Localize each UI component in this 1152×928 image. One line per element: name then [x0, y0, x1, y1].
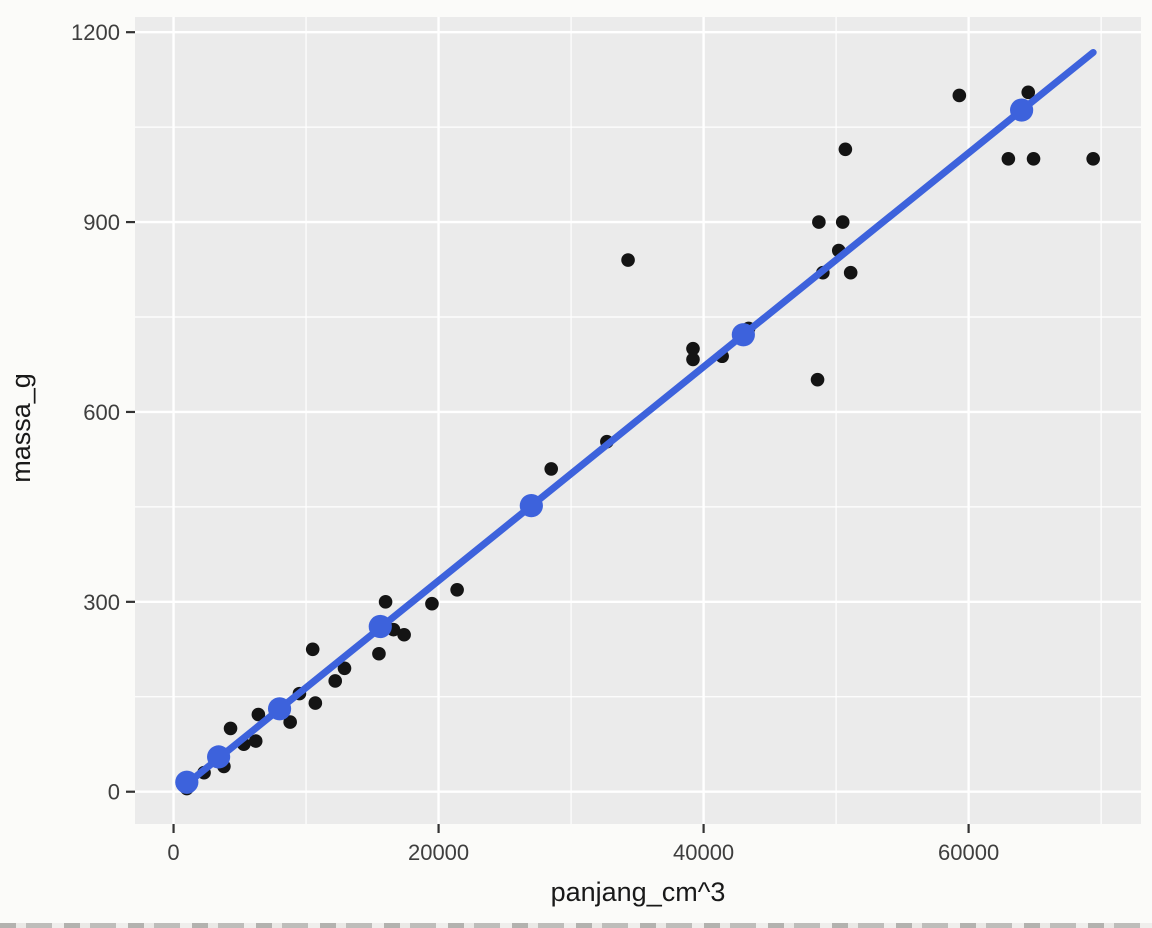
observations-point: [544, 462, 559, 476]
x-tick-label: 60000: [938, 840, 999, 865]
model-fit-point: [731, 323, 755, 347]
x-axis-title: panjang_cm^3: [551, 877, 726, 907]
y-tick-label: 900: [83, 210, 120, 235]
observations-point: [952, 88, 967, 103]
model-fit-point: [175, 770, 199, 794]
observations-point: [223, 721, 238, 736]
observations-point: [812, 215, 826, 229]
observations-point: [843, 265, 858, 280]
observations-point: [305, 642, 320, 657]
observations-point: [810, 372, 825, 387]
observations-point: [251, 707, 266, 722]
x-tick-label: 0: [167, 840, 179, 865]
y-tick-label: 1200: [71, 20, 120, 45]
observations-point: [397, 627, 411, 642]
model-fit-point: [519, 494, 543, 518]
y-axis-title: massa_g: [6, 373, 36, 483]
observations-point: [686, 341, 700, 356]
x-tick-label: 40000: [673, 840, 734, 865]
observations-point: [425, 596, 439, 611]
regression-line-line: [180, 48, 1097, 790]
observations-point: [621, 253, 635, 267]
observations-point: [686, 352, 700, 367]
observations-point: [283, 715, 297, 729]
observations-point: [1026, 151, 1041, 166]
model-fit-point: [1010, 98, 1034, 122]
observations-point: [835, 215, 850, 229]
observations-point: [1001, 151, 1016, 166]
observations-point: [450, 583, 464, 597]
observations-point: [378, 595, 393, 609]
observations-point: [337, 661, 352, 676]
y-tick-label: 0: [108, 780, 120, 805]
model-fit-point: [207, 745, 231, 769]
observations-point: [1021, 85, 1036, 100]
y-tick-label: 300: [83, 590, 120, 615]
x-tick-label: 20000: [408, 840, 469, 865]
y-tick-label: 600: [83, 400, 120, 425]
model-fit-point: [368, 614, 392, 639]
observations-point: [308, 696, 323, 710]
model-fit-point: [267, 697, 292, 721]
observations-point: [838, 142, 853, 157]
observations-point: [328, 674, 343, 688]
observations-point: [248, 734, 263, 748]
observations-point: [372, 646, 386, 661]
observations-point: [1086, 151, 1100, 166]
bottom-artifact-strip: [0, 923, 1152, 928]
